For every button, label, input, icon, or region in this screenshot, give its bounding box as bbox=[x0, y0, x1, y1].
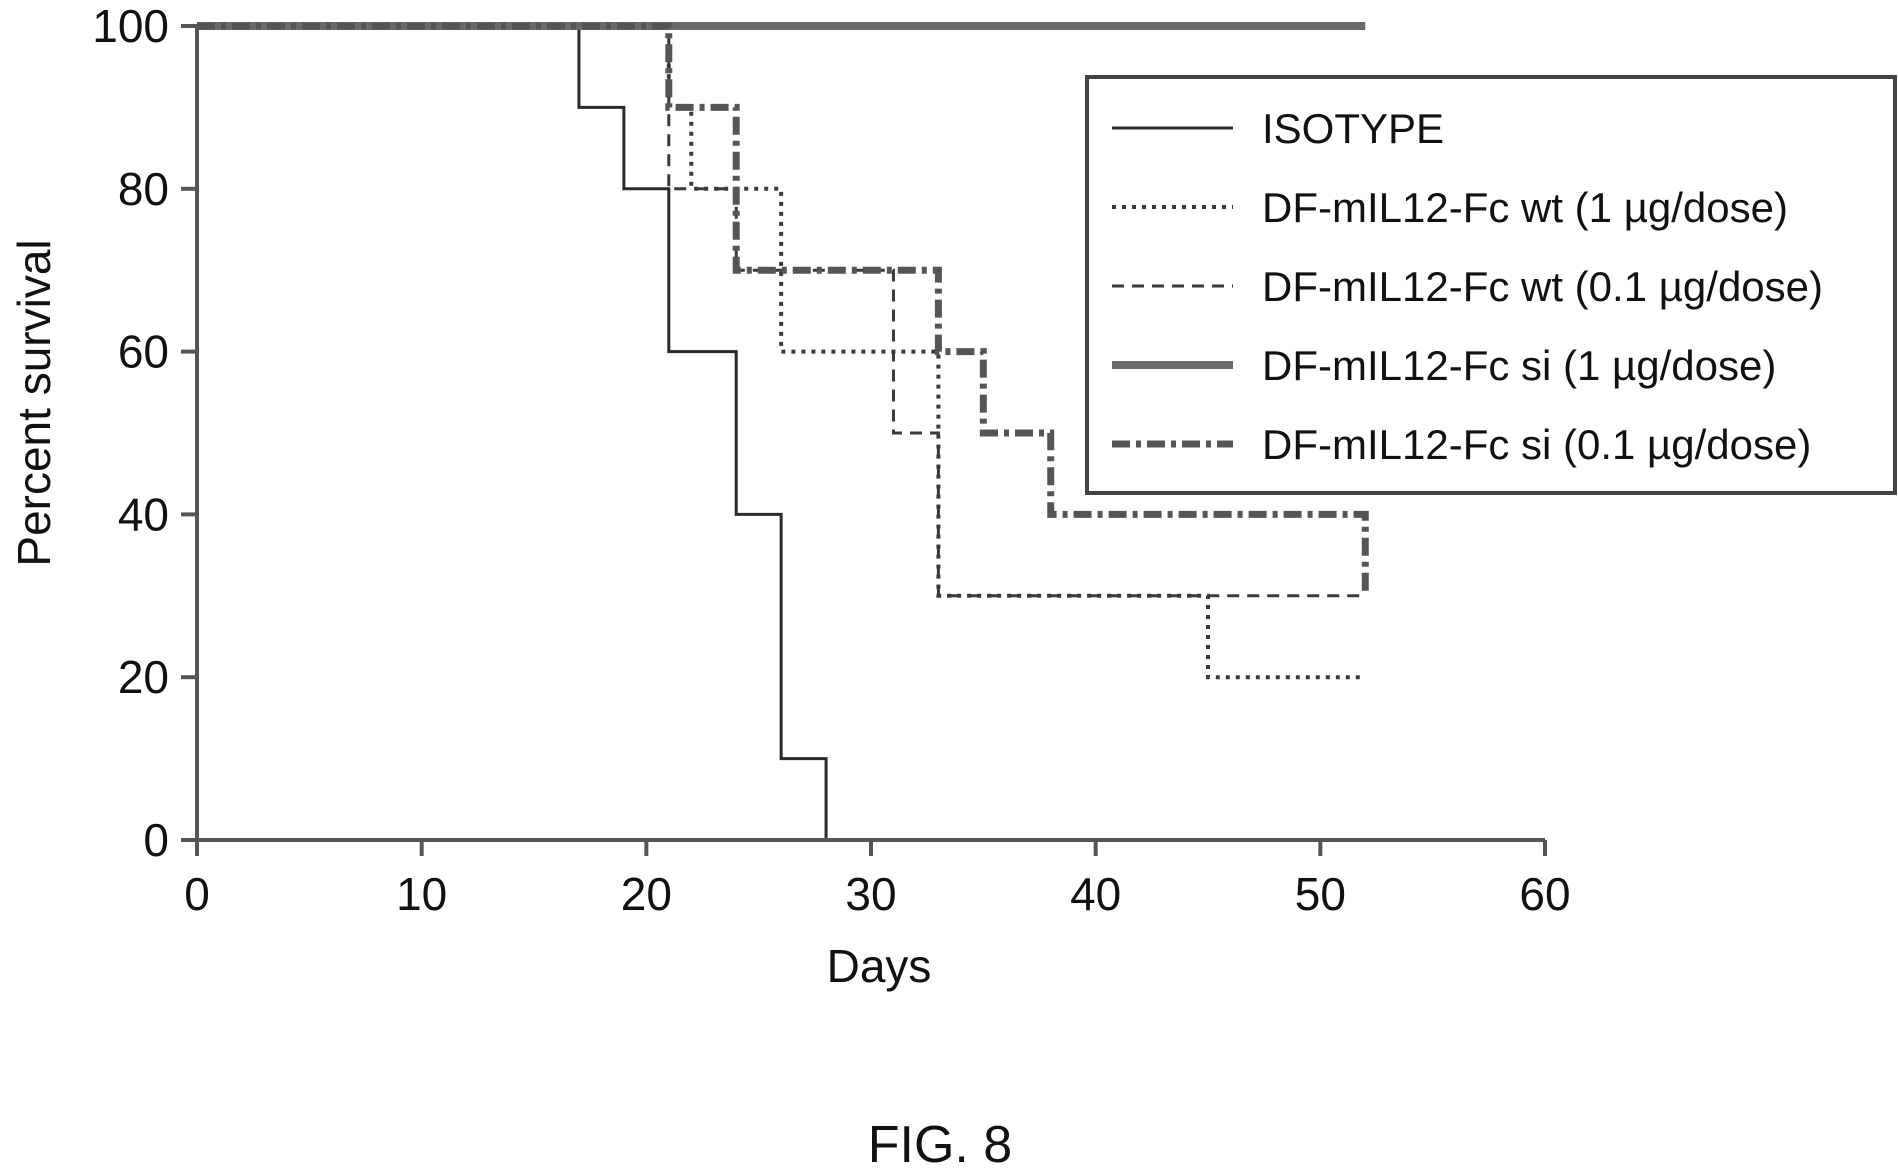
x-tick-label: 60 bbox=[1519, 868, 1570, 920]
x-tick-label: 10 bbox=[396, 868, 447, 920]
x-tick-label: 50 bbox=[1295, 868, 1346, 920]
series-line-5 bbox=[197, 22, 1369, 596]
y-tick-label: 60 bbox=[118, 326, 169, 378]
y-axis-title: Percent survival bbox=[8, 239, 60, 566]
legend: ISOTYPE DF-mIL12-Fc wt (1 µg/dose) DF-mIL1… bbox=[1085, 75, 1897, 495]
legend-label-3: DF-mIL12-Fc wt (0.1 µg/dose) bbox=[1262, 263, 1823, 310]
y-tick-label: 100 bbox=[92, 0, 169, 52]
x-tick-label: 0 bbox=[184, 868, 210, 920]
series-line-3 bbox=[197, 24, 1366, 598]
legend-label-4: DF-mIL12-Fc si (1 µg/dose) bbox=[1262, 342, 1776, 389]
legend-label-2: DF-mIL12-Fc wt (1 µg/dose) bbox=[1262, 184, 1788, 231]
x-tick-label: 30 bbox=[845, 868, 896, 920]
legend-label-5: DF-mIL12-Fc si (0.1 µg/dose) bbox=[1262, 421, 1811, 468]
x-tick-label: 40 bbox=[1070, 868, 1121, 920]
plot-area bbox=[197, 22, 1369, 840]
ticks: 0 10 20 30 40 50 60 0 20 40 60 80 100 bbox=[92, 0, 1570, 920]
y-tick-label: 0 bbox=[143, 814, 169, 866]
y-tick-label: 40 bbox=[118, 488, 169, 540]
x-axis-title: Days bbox=[827, 940, 932, 992]
y-tick-label: 20 bbox=[118, 651, 169, 703]
legend-label-1: ISOTYPE bbox=[1262, 105, 1444, 152]
series-line-1 bbox=[197, 24, 828, 840]
y-tick-label: 80 bbox=[118, 163, 169, 215]
figure-label: FIG. 8 bbox=[868, 1116, 1012, 1174]
x-tick-label: 20 bbox=[621, 868, 672, 920]
